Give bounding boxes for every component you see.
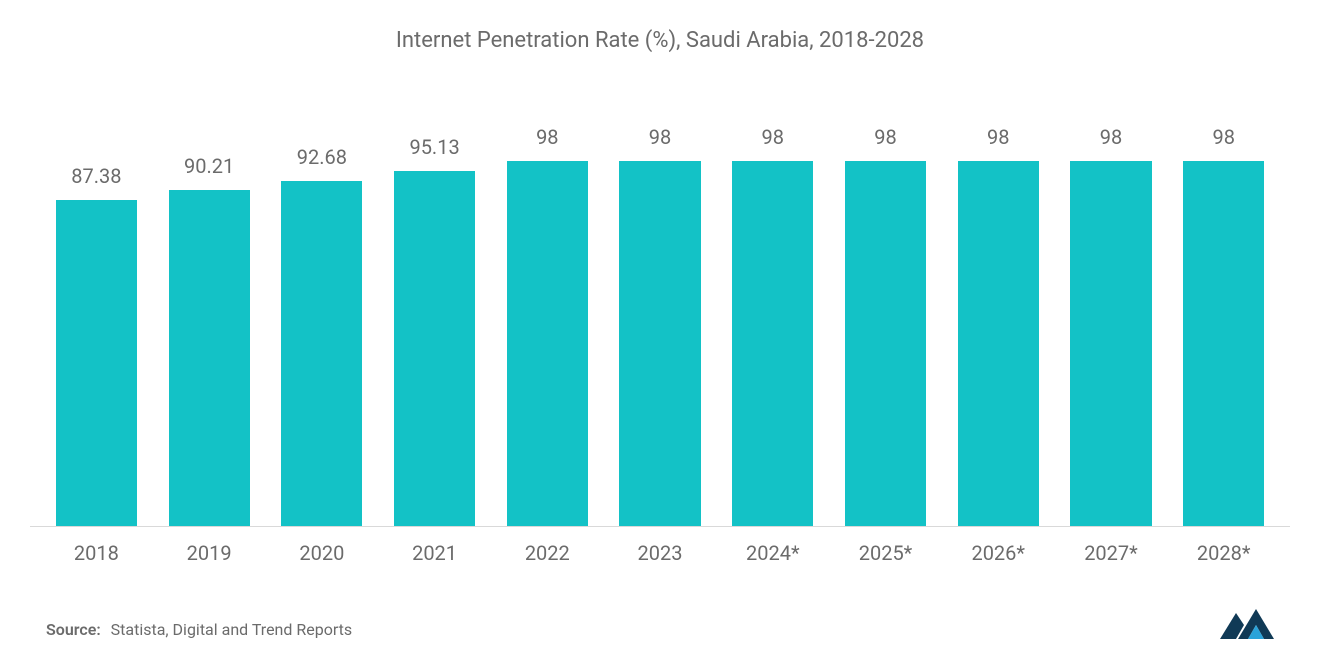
bar-value-label: 87.38 — [71, 164, 121, 188]
brand-logo-icon — [1220, 607, 1274, 639]
source-label: Source: — [46, 620, 101, 639]
bar-value-label: 98 — [536, 125, 558, 149]
bar-group: 98 — [942, 81, 1055, 526]
x-axis-label: 2024* — [716, 541, 829, 565]
x-axis-label: 2025* — [829, 541, 942, 565]
x-axis-label: 2021 — [378, 541, 491, 565]
bar-group: 95.13 — [378, 81, 491, 526]
bar-group: 98 — [491, 81, 604, 526]
chart-title: Internet Penetration Rate (%), Saudi Ara… — [30, 28, 1290, 53]
bar-value-label: 92.68 — [297, 145, 347, 169]
x-axis-label: 2022 — [491, 541, 604, 565]
bar-group: 87.38 — [40, 81, 153, 526]
bar — [281, 181, 362, 526]
x-axis-label: 2023 — [604, 541, 717, 565]
bar — [845, 161, 926, 526]
x-axis-label: 2019 — [153, 541, 266, 565]
plot-area: 87.38 90.21 92.68 95.13 98 98 98 98 98 98 98 — [30, 81, 1290, 527]
bar-group: 92.68 — [265, 81, 378, 526]
bar-group: 98 — [1167, 81, 1280, 526]
bar-value-label: 98 — [649, 125, 671, 149]
bar — [958, 161, 1039, 526]
bar-value-label: 90.21 — [184, 154, 234, 178]
bar-group: 98 — [604, 81, 717, 526]
x-axis-label: 2028* — [1167, 541, 1280, 565]
bar — [56, 200, 137, 526]
chart-container: Internet Penetration Rate (%), Saudi Ara… — [0, 0, 1320, 665]
source-line: Source: Statista, Digital and Trend Repor… — [46, 620, 352, 639]
bar — [1183, 161, 1264, 526]
bar — [619, 161, 700, 526]
bar-value-label: 98 — [987, 125, 1009, 149]
chart-footer: Source: Statista, Digital and Trend Repor… — [30, 607, 1290, 645]
bar-group: 98 — [829, 81, 942, 526]
x-axis-label: 2020 — [265, 541, 378, 565]
bar-value-label: 98 — [874, 125, 896, 149]
bar-value-label: 98 — [1100, 125, 1122, 149]
bar — [394, 171, 475, 526]
bar — [507, 161, 588, 526]
bar-value-label: 95.13 — [409, 135, 459, 159]
bar-group: 98 — [1055, 81, 1168, 526]
source-text: Statista, Digital and Trend Reports — [111, 620, 352, 639]
bar — [169, 190, 250, 526]
x-axis-labels: 2018201920202021202220232024*2025*2026*2… — [30, 527, 1290, 565]
bar — [732, 161, 813, 526]
x-axis-label: 2027* — [1055, 541, 1168, 565]
bar — [1070, 161, 1151, 526]
bar-group: 90.21 — [153, 81, 266, 526]
bar-group: 98 — [716, 81, 829, 526]
x-axis-label: 2026* — [942, 541, 1055, 565]
bar-value-label: 98 — [1212, 125, 1234, 149]
x-axis-label: 2018 — [40, 541, 153, 565]
bar-value-label: 98 — [762, 125, 784, 149]
